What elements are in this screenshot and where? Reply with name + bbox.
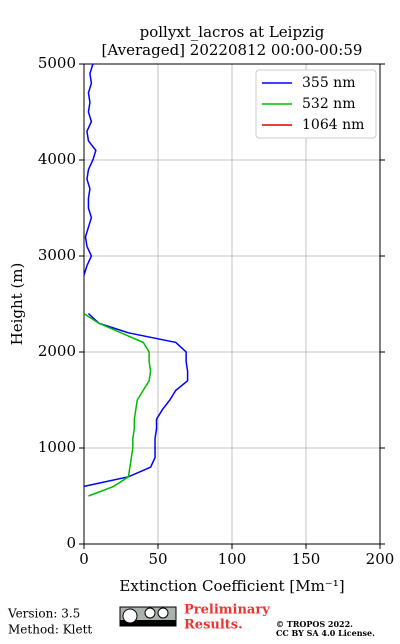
copyright: © TROPOS 2022. (276, 619, 353, 629)
x-tick-label: 50 (148, 550, 167, 568)
y-tick-label: 1000 (38, 438, 76, 456)
legend-label: 532 nm (302, 96, 355, 112)
y-tick-label: 0 (66, 534, 76, 552)
y-tick-label: 3000 (38, 246, 76, 264)
profile-line (83, 312, 152, 497)
chart-title: pollyxt_lacros at Leipzig (140, 23, 325, 41)
x-tick-label: 200 (366, 550, 395, 568)
chart-subtitle: [Averaged] 20220812 00:00-00:59 (102, 41, 363, 59)
x-axis-label: Extinction Coefficient [Mm⁻¹] (119, 577, 344, 595)
method: Method: Klett (8, 623, 92, 637)
preliminary: Results. (184, 618, 243, 633)
y-tick-label: 4000 (38, 150, 76, 168)
y-tick-label: 2000 (38, 342, 76, 360)
legend-label: 355 nm (302, 75, 355, 91)
legend-box (255, 69, 377, 139)
profile-line (83, 63, 189, 488)
x-tick-label: 0 (79, 550, 89, 568)
version: Version: 3.5 (7, 607, 80, 621)
x-tick-label: 150 (292, 550, 321, 568)
cc-logo (119, 606, 177, 627)
y-axis-label: Height (m) (8, 263, 26, 346)
plot-frame (83, 63, 381, 545)
x-tick-label: 100 (218, 550, 247, 568)
preliminary: Preliminary (184, 603, 270, 618)
y-tick-label: 5000 (38, 54, 76, 72)
copyright: CC BY SA 4.0 License. (276, 628, 375, 638)
legend-label: 1064 nm (302, 117, 364, 133)
